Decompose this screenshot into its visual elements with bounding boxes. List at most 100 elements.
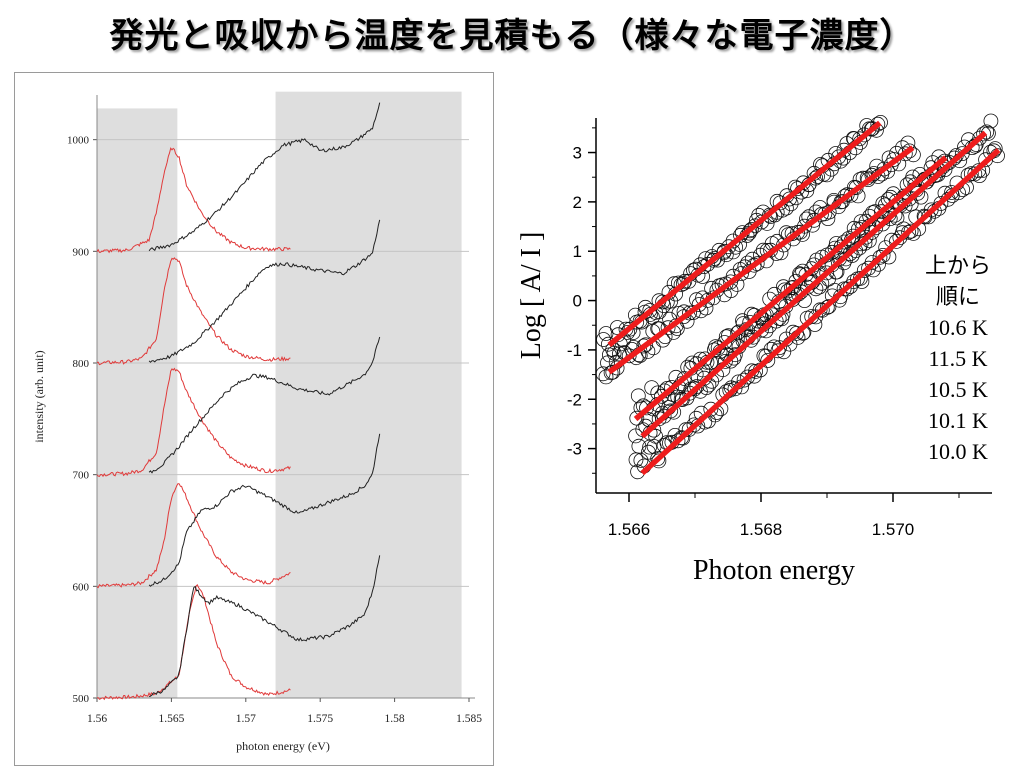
y-tick-label: 0 (573, 292, 582, 311)
data-point (836, 142, 852, 158)
fit-line (640, 148, 1001, 476)
data-point (872, 249, 888, 265)
log-ratio-panel: -3 -2 -1 0 1 2 3 1.566 1.568 1.570 Photon energy Lo… (500, 100, 1020, 600)
data-point (618, 321, 634, 337)
data-point (621, 348, 637, 364)
data-point (609, 320, 625, 335)
data-point (901, 143, 917, 159)
emission-curve (96, 483, 291, 589)
data-point (903, 223, 919, 239)
data-point (609, 360, 625, 376)
data-point (864, 224, 880, 240)
data-point (679, 390, 695, 406)
data-point (887, 207, 903, 223)
data-point (770, 343, 786, 359)
fit-line (633, 155, 948, 422)
data-point (644, 380, 660, 396)
absorption-curve (148, 433, 381, 587)
data-point (864, 255, 880, 270)
data-point (743, 332, 759, 348)
data-point (743, 221, 759, 237)
data-point (933, 196, 949, 211)
data-point (675, 430, 691, 446)
absorption-curve (148, 555, 381, 698)
y-tick-label: -1 (567, 341, 582, 360)
data-point (716, 243, 732, 259)
data-point (681, 273, 697, 289)
data-point (600, 355, 615, 371)
y-tick-label: 2 (573, 193, 582, 212)
data-point (603, 365, 619, 381)
data-point (760, 353, 776, 368)
legend-line: 10.6 K (928, 315, 988, 340)
x-tick-label: 1.566 (608, 520, 651, 539)
y-tick-label: -3 (567, 440, 582, 459)
fit-line (607, 120, 882, 348)
data-point (897, 198, 913, 214)
data-point (978, 152, 994, 168)
data-point (629, 410, 645, 426)
data-point (901, 224, 917, 240)
data-point (882, 211, 898, 227)
data-point (673, 277, 689, 293)
x-tick-label: 1.57 (236, 713, 256, 725)
data-point (836, 281, 852, 297)
emission-curve (96, 367, 291, 478)
y-tick-label: -2 (567, 390, 582, 409)
emission-curve (96, 583, 291, 701)
legend-line: 10.5 K (928, 377, 988, 402)
data-point (819, 265, 835, 281)
x-tick-label: 1.58 (385, 713, 405, 725)
data-point (876, 161, 892, 177)
data-point (910, 185, 926, 201)
data-point (641, 412, 657, 428)
temperature-legend: 上から 順に 10.6 K 11.5 K 10.5 K 10.1 K 10.0 … (918, 250, 998, 467)
data-point (824, 244, 840, 260)
data-point (873, 114, 888, 130)
data-point (639, 400, 654, 416)
data-point (858, 229, 874, 245)
data-point (721, 239, 737, 255)
legend-line: 順に (935, 284, 980, 309)
emission-curve (96, 147, 291, 254)
data-point (762, 207, 777, 223)
data-point (870, 116, 886, 132)
absorption-curve (148, 336, 381, 474)
data-point (642, 302, 658, 318)
y-tick-label: 1000 (67, 135, 90, 147)
data-point (705, 252, 721, 268)
data-point (837, 188, 853, 204)
data-point (753, 322, 769, 338)
data-point (707, 251, 722, 266)
x-tick-label: 1.575 (307, 713, 333, 725)
legend-line: 11.5 K (928, 346, 988, 371)
shaded-region (97, 108, 178, 698)
y-tick-label: 900 (73, 246, 90, 258)
data-point (868, 220, 884, 236)
fit-line (607, 145, 915, 375)
y-tick-label: 700 (73, 470, 90, 482)
data-point (836, 234, 852, 250)
emission-curve (96, 257, 291, 366)
data-point (650, 451, 666, 467)
data-point (674, 430, 690, 446)
data-point (797, 218, 812, 234)
data-point (736, 372, 752, 388)
data-point (960, 167, 976, 183)
data-point (682, 305, 697, 321)
legend-line: 10.0 K (928, 439, 988, 464)
data-point (963, 166, 979, 181)
data-point (814, 302, 830, 318)
emission-absorption-panel: 500 600 700 800 900 1000 1.56 1.565 1.57 1.575 1.5… (14, 72, 494, 766)
data-point (717, 335, 733, 350)
data-point (976, 126, 992, 142)
data-point (628, 452, 644, 468)
data-point (660, 320, 676, 336)
data-point (742, 223, 758, 239)
data-point (636, 338, 652, 354)
data-point (687, 381, 703, 397)
shaded-region (275, 91, 462, 698)
data-point (937, 162, 953, 177)
data-point (630, 388, 646, 404)
legend-line: 上から (924, 253, 991, 278)
